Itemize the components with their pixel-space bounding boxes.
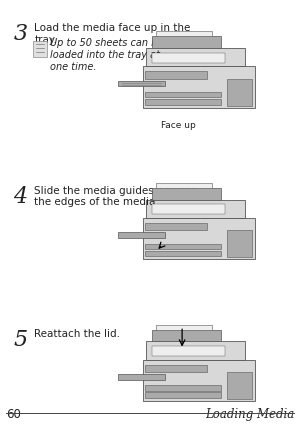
Text: Slide the media guides against
the edges of the media.: Slide the media guides against the edges… bbox=[34, 185, 196, 207]
FancyBboxPatch shape bbox=[156, 32, 212, 37]
FancyBboxPatch shape bbox=[152, 330, 221, 342]
FancyBboxPatch shape bbox=[145, 244, 221, 250]
FancyBboxPatch shape bbox=[145, 386, 221, 391]
Text: Load the media face up in the
tray.: Load the media face up in the tray. bbox=[34, 23, 191, 45]
FancyBboxPatch shape bbox=[227, 372, 252, 399]
FancyBboxPatch shape bbox=[156, 184, 212, 188]
FancyBboxPatch shape bbox=[145, 100, 221, 105]
Text: 5: 5 bbox=[14, 328, 28, 350]
Text: Face up: Face up bbox=[161, 121, 196, 130]
Text: Loading Media: Loading Media bbox=[205, 407, 294, 420]
FancyBboxPatch shape bbox=[152, 53, 225, 63]
FancyBboxPatch shape bbox=[143, 67, 255, 109]
FancyBboxPatch shape bbox=[118, 233, 165, 238]
FancyBboxPatch shape bbox=[145, 93, 221, 98]
FancyBboxPatch shape bbox=[227, 80, 252, 106]
FancyBboxPatch shape bbox=[145, 72, 207, 80]
Text: 60: 60 bbox=[6, 407, 21, 420]
FancyBboxPatch shape bbox=[143, 218, 255, 260]
Text: 4: 4 bbox=[14, 185, 28, 207]
FancyBboxPatch shape bbox=[152, 37, 221, 49]
FancyBboxPatch shape bbox=[145, 223, 207, 231]
FancyBboxPatch shape bbox=[145, 251, 221, 256]
FancyBboxPatch shape bbox=[156, 325, 212, 330]
FancyBboxPatch shape bbox=[152, 204, 225, 215]
FancyBboxPatch shape bbox=[152, 188, 221, 200]
FancyBboxPatch shape bbox=[146, 49, 245, 67]
FancyBboxPatch shape bbox=[33, 42, 47, 58]
FancyBboxPatch shape bbox=[152, 346, 225, 356]
Text: Up to 50 sheets can be
loaded into the tray at
one time.: Up to 50 sheets can be loaded into the t… bbox=[50, 38, 163, 72]
FancyBboxPatch shape bbox=[146, 200, 245, 218]
FancyBboxPatch shape bbox=[118, 374, 165, 380]
FancyBboxPatch shape bbox=[227, 231, 252, 258]
FancyBboxPatch shape bbox=[143, 360, 255, 401]
Text: 3: 3 bbox=[14, 23, 28, 46]
Text: Reattach the lid.: Reattach the lid. bbox=[34, 328, 121, 338]
FancyBboxPatch shape bbox=[145, 365, 207, 372]
FancyBboxPatch shape bbox=[145, 393, 221, 398]
FancyBboxPatch shape bbox=[118, 82, 165, 87]
FancyBboxPatch shape bbox=[146, 342, 245, 360]
